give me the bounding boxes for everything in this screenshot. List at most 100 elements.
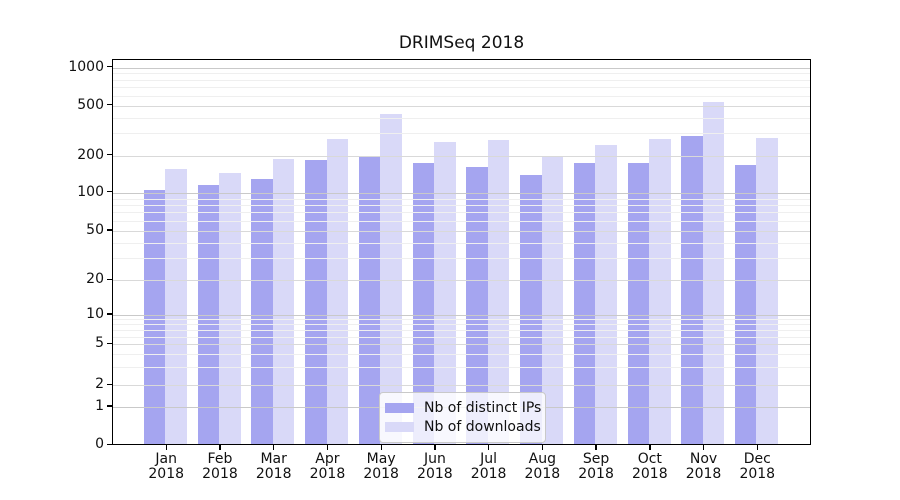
bar-nb-of-distinct-ips (251, 179, 273, 444)
bar-nb-of-distinct-ips (573, 163, 596, 444)
gridline-90 (113, 198, 810, 200)
x-tick-month: Mar (260, 451, 287, 467)
x-tick-year: 2018 (363, 466, 399, 482)
bar-nb-of-distinct-ips (681, 135, 703, 444)
y-tick-mark (107, 313, 112, 315)
x-tick-year: 2018 (202, 466, 238, 482)
gridline-40 (113, 243, 810, 244)
y-tick-label: 100 (77, 183, 104, 200)
legend-swatch-downloads (385, 421, 414, 432)
gridline-100 (113, 192, 810, 194)
y-tick-label: 20 (86, 271, 104, 288)
x-tick-label: May 2018 (349, 452, 413, 482)
bar-nb-of-distinct-ips (520, 174, 542, 444)
x-tick-label: Dec 2018 (725, 452, 789, 482)
gridline-20 (113, 280, 810, 282)
y-tick-mark (107, 342, 112, 344)
bar-nb-of-downloads (541, 155, 564, 444)
y-tick-mark (107, 443, 112, 445)
y-tick-label: 500 (77, 96, 104, 113)
gridline-7 (113, 330, 810, 332)
chart-title: DRIMSeq 2018 (398, 33, 525, 53)
x-tick-month: May (366, 451, 396, 467)
gridline-800 (113, 79, 810, 81)
x-tick-label: Jan 2018 (134, 452, 198, 482)
x-tick-year: 2018 (578, 466, 614, 482)
x-tick-mark (165, 445, 167, 450)
bar-nb-of-downloads (434, 142, 456, 444)
x-tick-label: Oct 2018 (618, 452, 682, 482)
bar-nb-of-downloads (702, 102, 725, 444)
x-tick-label: Aug 2018 (510, 452, 574, 482)
bar-nb-of-distinct-ips (305, 159, 327, 444)
bar-nb-of-distinct-ips (143, 189, 166, 444)
bar-nb-of-downloads (595, 144, 617, 444)
x-tick-year: 2018 (631, 466, 668, 482)
x-tick-mark (380, 445, 382, 450)
x-tick-year: 2018 (309, 466, 346, 482)
x-tick-year: 2018 (470, 466, 507, 482)
x-tick-mark (756, 445, 758, 450)
x-tick-month: Nov (689, 451, 718, 467)
gridline-70 (113, 212, 810, 214)
x-tick-month: Jan (155, 451, 178, 467)
gridline-400 (113, 117, 810, 119)
gridline-5 (113, 344, 810, 346)
legend-item-downloads: Nb of downloads (385, 417, 541, 436)
x-tick-mark (326, 445, 329, 450)
x-tick-label: Jul 2018 (457, 452, 521, 482)
bar-nb-of-downloads (756, 138, 778, 444)
y-tick-label: 1 (95, 398, 104, 414)
bar-nb-of-downloads (326, 139, 349, 444)
y-tick-mark (107, 405, 112, 407)
x-tick-year: 2018 (739, 466, 776, 482)
x-tick-year: 2018 (417, 466, 453, 482)
x-tick-month: Jul (480, 451, 498, 467)
gridline-500 (113, 105, 810, 107)
bar-nb-of-downloads (649, 139, 671, 444)
gridline-700 (113, 87, 810, 89)
bar-nb-of-downloads (165, 169, 187, 444)
x-tick-month: Feb (207, 451, 233, 467)
x-tick-mark (649, 445, 651, 450)
gridline-30 (113, 258, 810, 260)
gridline-2 (113, 385, 810, 387)
x-tick-mark (595, 445, 597, 450)
y-tick-label: 50 (86, 222, 104, 238)
plot-area (112, 59, 811, 445)
x-tick-mark (488, 445, 490, 450)
gridline-200 (113, 155, 810, 157)
gridline-50 (113, 231, 810, 232)
gridline-300 (113, 133, 810, 135)
x-tick-month: Sep (582, 451, 610, 467)
x-tick-mark (702, 445, 705, 450)
x-tick-label: Apr 2018 (295, 452, 359, 482)
x-tick-label: Jun 2018 (403, 452, 467, 482)
gridline-3 (113, 367, 810, 369)
bar-nb-of-distinct-ips (197, 185, 220, 444)
x-tick-month: Oct (637, 451, 662, 467)
y-tick-label: 0 (95, 436, 104, 453)
y-tick-mark (107, 278, 112, 280)
bar-nb-of-distinct-ips (734, 164, 757, 444)
y-tick-mark (107, 104, 112, 106)
y-tick-mark (107, 229, 112, 231)
bar-nb-of-distinct-ips (358, 155, 381, 444)
bar-nb-of-distinct-ips (627, 163, 649, 444)
legend-item-distinct-ips: Nb of distinct IPs (385, 398, 541, 417)
y-tick-label: 5 (95, 335, 104, 352)
x-tick-year: 2018 (148, 466, 185, 482)
y-tick-label: 2 (95, 376, 104, 393)
x-tick-mark (219, 445, 221, 450)
legend-swatch-distinct-ips (385, 402, 414, 413)
y-tick-label: 1000 (68, 58, 104, 75)
x-tick-mark (434, 445, 436, 450)
x-tick-year: 2018 (685, 466, 722, 482)
y-tick-label: 10 (86, 306, 104, 322)
legend: Nb of distinct IPs Nb of downloads (379, 392, 546, 443)
bar-nb-of-downloads (219, 172, 241, 444)
y-tick-mark (107, 66, 112, 68)
y-tick-mark (107, 383, 112, 385)
legend-label-downloads: Nb of downloads (424, 418, 541, 435)
